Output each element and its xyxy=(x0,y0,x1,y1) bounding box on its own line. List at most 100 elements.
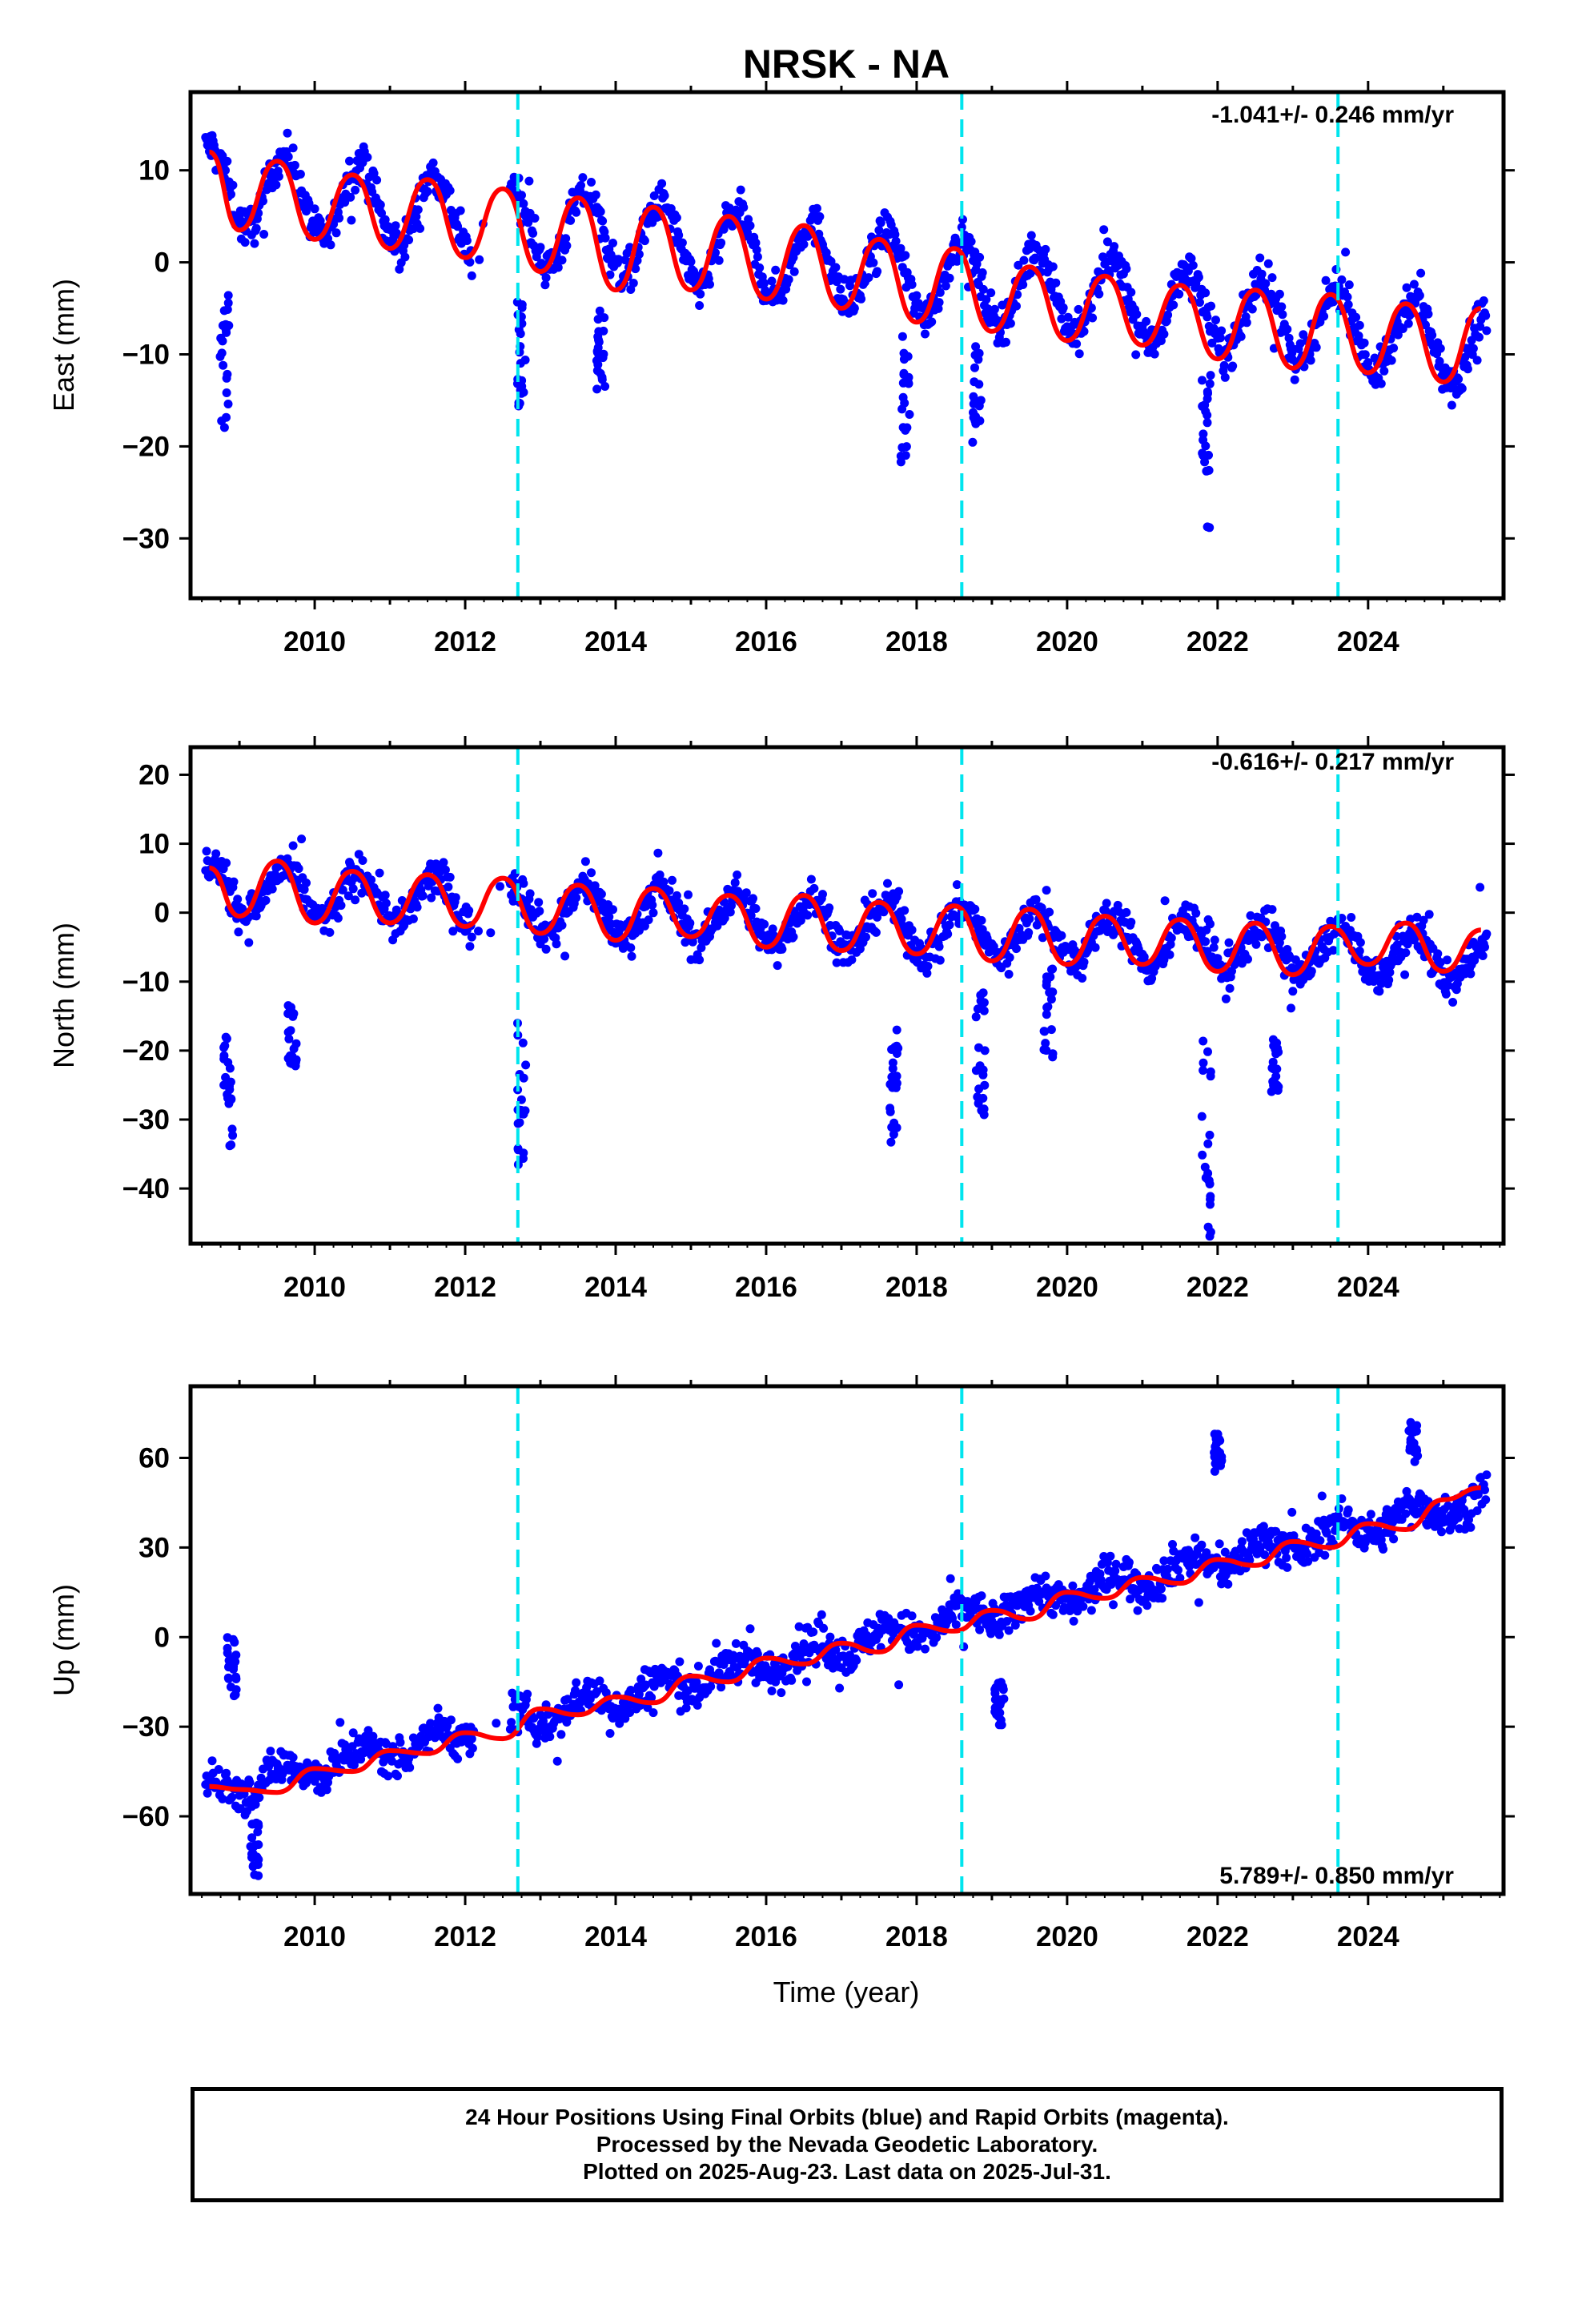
data-point xyxy=(219,1043,229,1052)
data-point xyxy=(604,912,614,922)
data-point xyxy=(1347,913,1356,922)
data-point xyxy=(951,1620,961,1630)
data-point xyxy=(688,937,697,947)
data-point xyxy=(970,1605,979,1614)
data-point xyxy=(291,1039,301,1048)
data-point xyxy=(1261,279,1271,288)
data-point xyxy=(1437,1527,1446,1537)
data-point xyxy=(1303,1557,1313,1566)
data-point xyxy=(835,927,845,935)
data-point xyxy=(840,275,849,284)
data-point xyxy=(1359,338,1369,348)
data-point xyxy=(322,1785,331,1795)
data-point xyxy=(345,156,354,166)
data-point xyxy=(890,1043,900,1052)
data-point xyxy=(446,1715,456,1725)
data-point xyxy=(835,1683,845,1693)
data-point xyxy=(1156,1584,1166,1594)
data-point xyxy=(1215,333,1225,343)
data-point xyxy=(1094,289,1104,299)
data-point xyxy=(932,1633,942,1642)
y-tick-label: −10 xyxy=(122,339,170,370)
data-point xyxy=(1448,998,1458,1007)
data-point xyxy=(892,1025,901,1035)
data-point xyxy=(290,160,299,170)
data-point xyxy=(248,1819,257,1829)
data-point xyxy=(886,1137,896,1147)
data-point xyxy=(219,306,229,316)
data-point xyxy=(520,356,530,364)
data-point xyxy=(343,891,353,901)
data-point xyxy=(1110,1566,1120,1575)
data-point xyxy=(1443,955,1452,965)
data-point xyxy=(223,400,233,408)
data-point xyxy=(1042,1010,1051,1019)
data-point xyxy=(561,234,571,243)
data-point xyxy=(1201,441,1211,451)
data-point xyxy=(418,891,428,901)
data-point xyxy=(1072,339,1082,348)
data-point xyxy=(216,333,226,343)
data-point xyxy=(288,841,298,850)
data-point xyxy=(1275,289,1284,299)
data-point xyxy=(297,834,307,844)
data-point xyxy=(222,388,231,397)
data-point xyxy=(1038,933,1047,943)
data-point xyxy=(912,291,921,300)
data-point xyxy=(1030,253,1040,263)
data-point xyxy=(1074,349,1084,359)
data-point xyxy=(1315,1536,1325,1546)
data-point xyxy=(233,895,243,904)
data-point xyxy=(794,1622,804,1631)
data-point xyxy=(1374,1528,1383,1538)
data-point xyxy=(1191,908,1201,918)
data-point xyxy=(681,938,690,947)
data-point xyxy=(519,1073,528,1083)
data-point xyxy=(1246,911,1255,920)
data-point xyxy=(871,927,881,937)
data-point xyxy=(825,903,834,913)
data-point xyxy=(1002,1617,1012,1626)
data-point xyxy=(861,932,870,942)
data-point xyxy=(512,379,522,388)
data-point xyxy=(982,295,991,304)
data-point xyxy=(524,176,534,186)
data-point xyxy=(1111,1559,1121,1569)
data-point xyxy=(229,877,239,887)
data-point xyxy=(1203,418,1212,428)
x-tick-label: 2020 xyxy=(1036,1921,1098,1952)
data-point xyxy=(1090,943,1100,952)
data-point xyxy=(221,1072,231,1082)
data-point xyxy=(1031,895,1041,904)
data-point xyxy=(251,223,261,233)
data-point xyxy=(336,901,346,911)
data-point xyxy=(557,255,567,265)
data-point xyxy=(970,377,979,387)
data-point xyxy=(1255,253,1265,263)
x-tick-label: 2010 xyxy=(283,626,346,657)
data-point xyxy=(468,1743,477,1753)
data-point xyxy=(741,888,751,898)
data-point xyxy=(1026,231,1036,240)
data-point xyxy=(648,1708,658,1718)
data-points xyxy=(201,1417,1492,1880)
data-point xyxy=(1150,349,1159,359)
data-point xyxy=(980,1080,990,1090)
x-tick-label: 2024 xyxy=(1337,1272,1399,1303)
data-point xyxy=(1481,1495,1491,1505)
data-point xyxy=(1344,280,1354,290)
data-point xyxy=(1290,375,1299,384)
data-point xyxy=(787,1675,797,1685)
x-tick-label: 2018 xyxy=(885,1921,948,1952)
data-point xyxy=(943,929,953,939)
data-point xyxy=(1048,262,1058,271)
data-point xyxy=(979,1006,989,1015)
data-point xyxy=(1468,344,1478,353)
data-point xyxy=(467,271,476,280)
data-point xyxy=(831,1645,841,1655)
data-point xyxy=(1389,1534,1399,1544)
data-point xyxy=(1220,1547,1230,1557)
x-tick-label: 2024 xyxy=(1337,1921,1399,1952)
data-point xyxy=(1419,915,1428,925)
data-point xyxy=(1042,972,1051,982)
